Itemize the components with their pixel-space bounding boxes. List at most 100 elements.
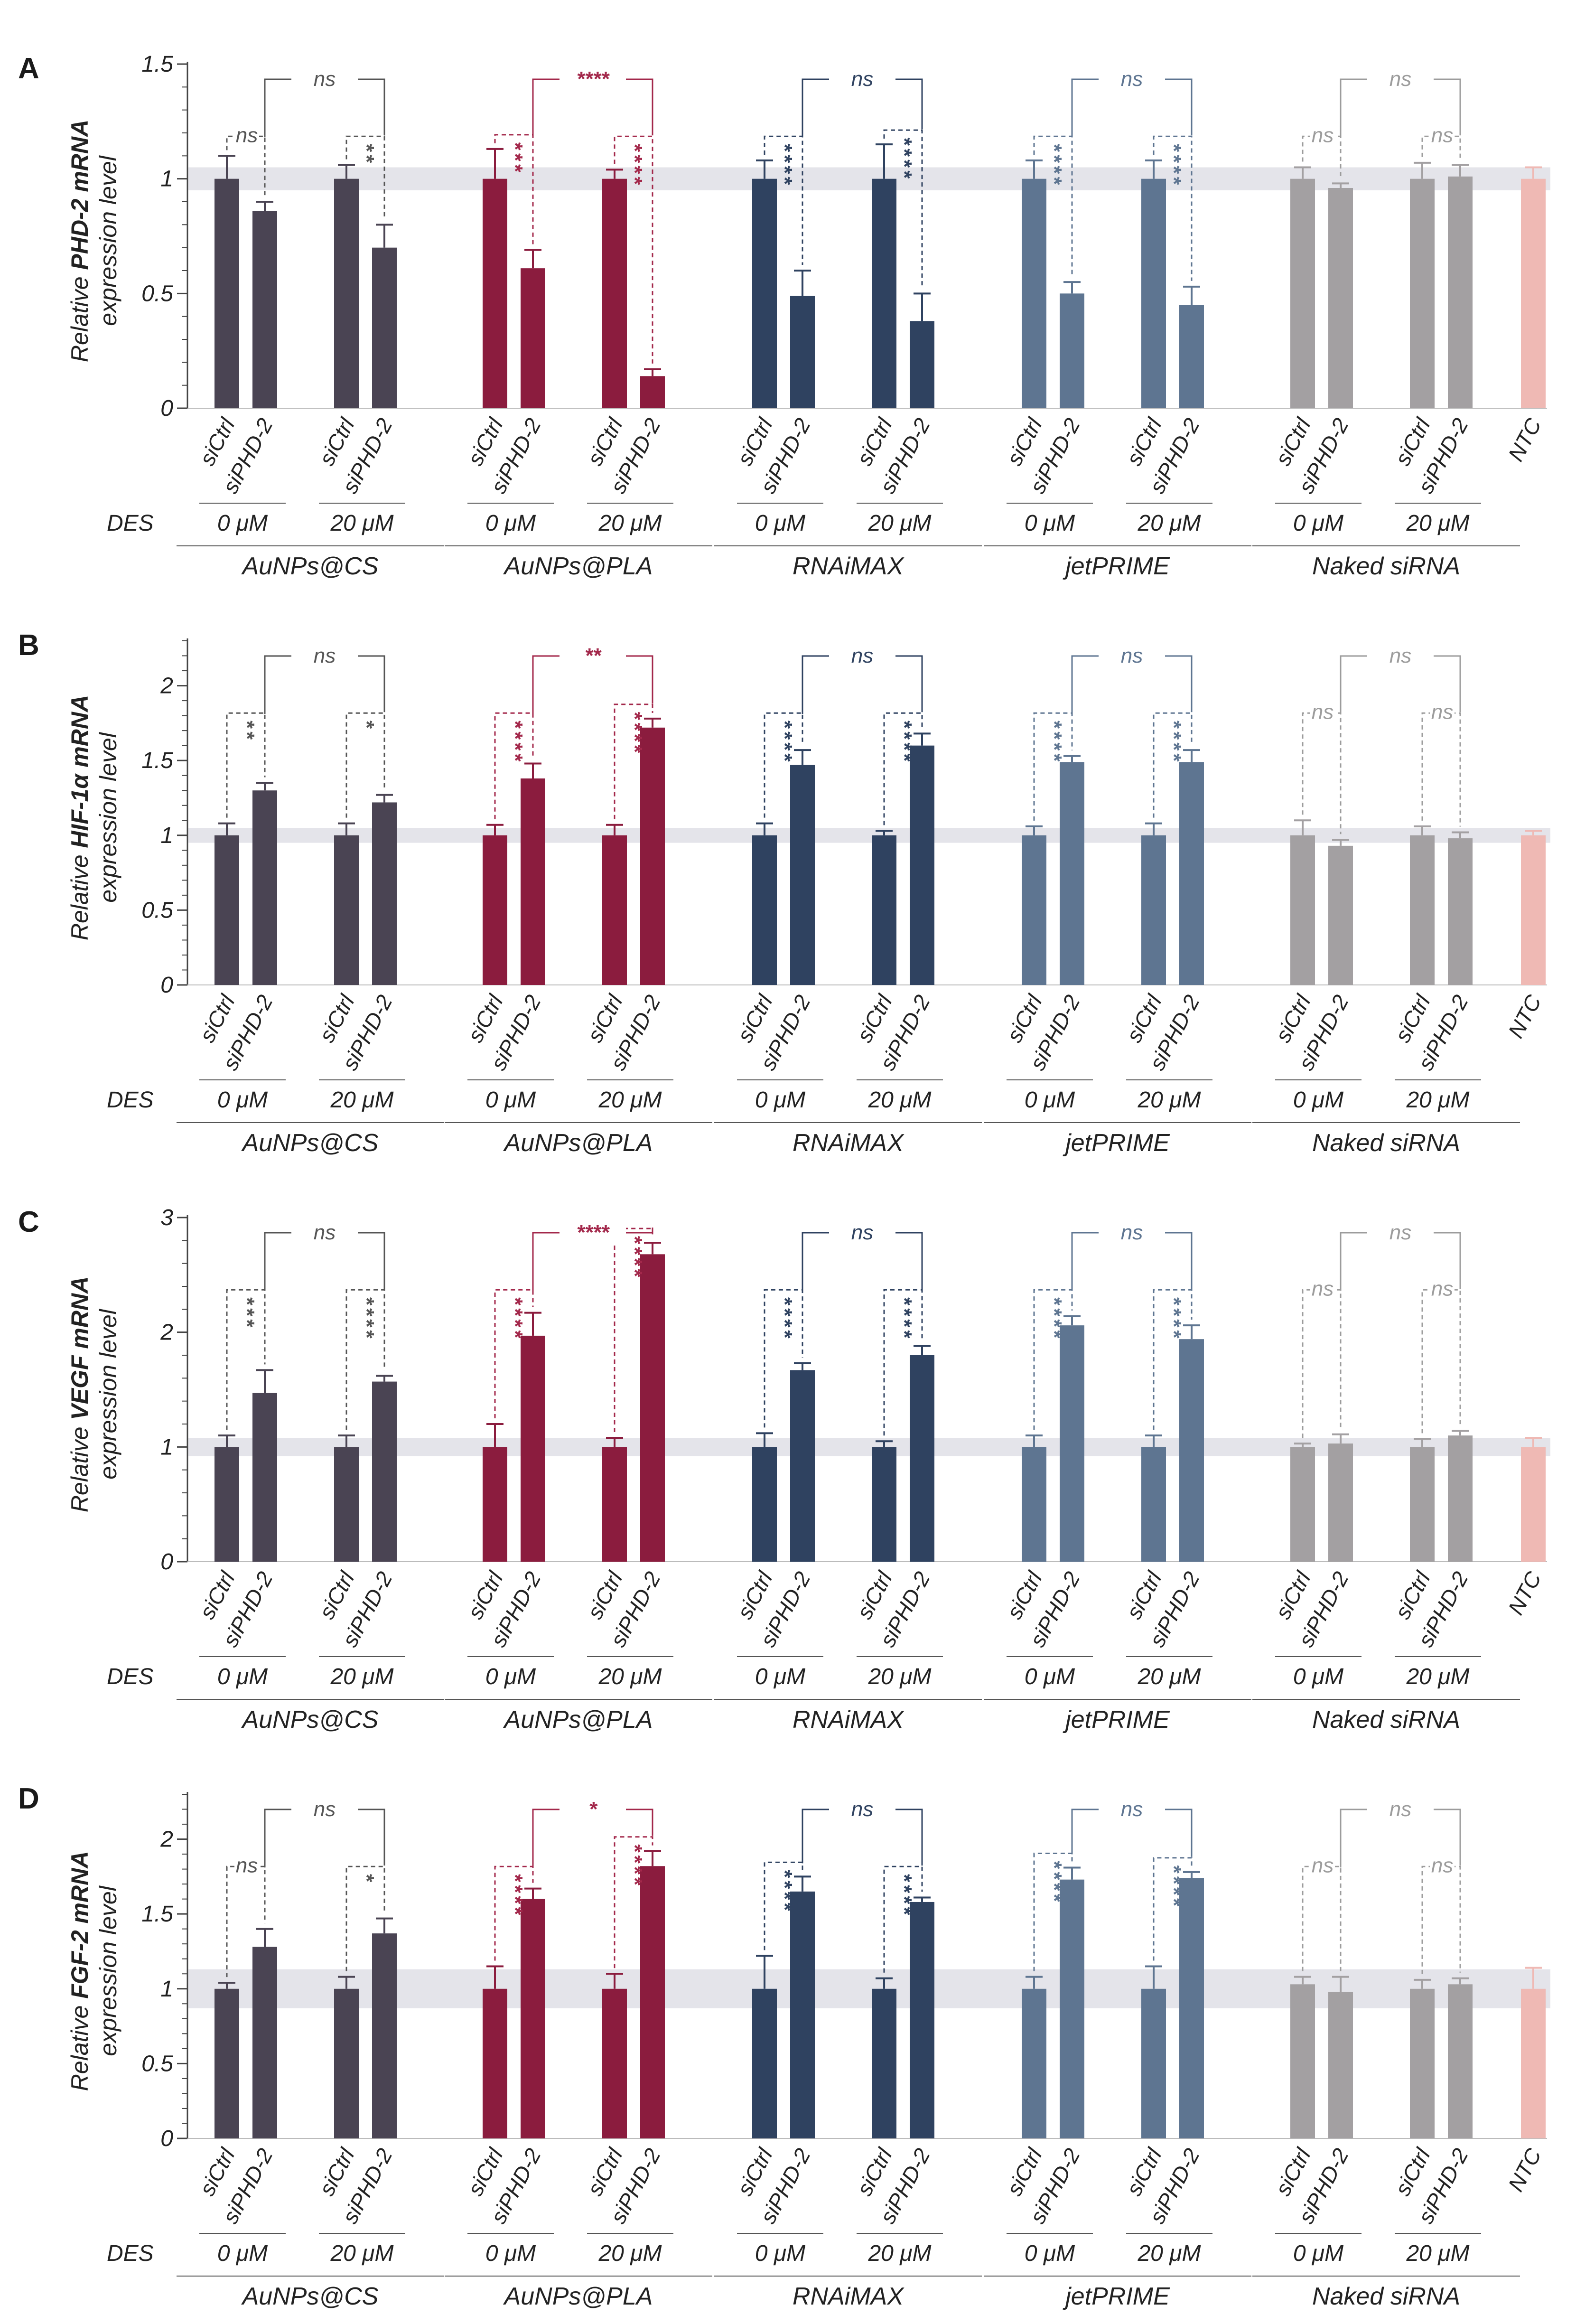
des20-bracket xyxy=(1421,1289,1461,1434)
group-label: AuNPs@CS xyxy=(241,1129,379,1157)
group-label: Naked siRNA xyxy=(1312,553,1460,580)
bar-ntc xyxy=(1521,178,1546,408)
des20-bracket xyxy=(883,1289,923,1436)
bar-rnaimax-3 xyxy=(910,1902,934,2138)
bar-naked-sirna-3 xyxy=(1448,1435,1473,1562)
des-concentration-label: 0 μM xyxy=(755,2241,805,2266)
significance-label: ** xyxy=(355,143,378,165)
sig-label-bg xyxy=(291,68,358,89)
sig-label-bg xyxy=(234,125,259,146)
bar-ntc xyxy=(1521,835,1546,985)
group-label: AuNPs@CS xyxy=(241,553,379,580)
bar-rnaimax-0 xyxy=(752,1988,777,2138)
significance-label: * xyxy=(355,720,378,731)
cross-significance-label: ns xyxy=(851,1798,873,1821)
group-label: RNAiMAX xyxy=(793,1129,905,1157)
bar-aunps-cs-0 xyxy=(214,835,239,985)
group-label: Naked siRNA xyxy=(1312,1706,1460,1734)
significance-label: **** xyxy=(623,1235,646,1279)
bar-aunps-cs-2 xyxy=(334,178,359,408)
significance-label: **** xyxy=(504,720,527,764)
des-concentration-label: 0 μM xyxy=(755,511,805,536)
des-concentration-label: 0 μM xyxy=(485,1664,536,1689)
y-tick-label: 0.5 xyxy=(141,898,173,923)
significance-label: **** xyxy=(893,137,916,181)
des0-bracket xyxy=(1033,1852,1073,1971)
bar-rnaimax-0 xyxy=(752,835,777,985)
cross-significance-label: ns xyxy=(1389,1221,1411,1244)
y-tick-label: 1.5 xyxy=(141,1902,173,1927)
bar-jetprime-2 xyxy=(1141,1447,1166,1562)
y-axis-title-line2: expression level xyxy=(95,1308,121,1479)
cross-significance-label: ns xyxy=(1121,1221,1143,1244)
des20-bracket xyxy=(614,135,653,364)
sig-label-bg xyxy=(1099,645,1165,665)
significance-label: **** xyxy=(1043,1296,1066,1340)
des-label: DES xyxy=(107,1087,154,1113)
sig-label-bg xyxy=(1430,1278,1455,1300)
des-concentration-label: 0 μM xyxy=(1293,1664,1343,1689)
sig-label-bg xyxy=(1367,645,1434,665)
des-concentration-label: 20 μM xyxy=(867,2241,931,2266)
des-concentration-label: 20 μM xyxy=(598,2241,662,2266)
des-label: DES xyxy=(107,511,154,536)
bar-aunps-cs-3 xyxy=(372,802,397,985)
y-axis-title-line2: expression level xyxy=(95,1885,121,2056)
y-tick-label: 2 xyxy=(160,1320,173,1345)
group-label: Naked siRNA xyxy=(1312,2283,1460,2310)
group-label: RNAiMAX xyxy=(793,1706,905,1734)
des0-bracket xyxy=(494,712,534,819)
significance-label: * xyxy=(355,1873,378,1884)
sig-label-bg xyxy=(829,645,895,665)
sig-label-bg xyxy=(560,1798,626,1819)
bar-aunps-cs-1 xyxy=(252,1947,277,2138)
des-concentration-label: 20 μM xyxy=(598,1664,662,1689)
des-concentration-label: 0 μM xyxy=(755,1087,805,1113)
y-axis-title-word: Relative xyxy=(66,1420,93,1513)
cross-significance-label: ns xyxy=(314,1221,336,1244)
significance-label: ns xyxy=(1312,700,1334,723)
y-tick-label: 1.5 xyxy=(141,52,173,77)
cross-significance-label: * xyxy=(588,1798,597,1821)
bar-naked-sirna-2 xyxy=(1410,1447,1435,1562)
panel-A: A Relative PHD-2 mRNA expression level 0 0.5… xyxy=(18,52,1550,580)
group-label: Naked siRNA xyxy=(1312,1129,1460,1157)
group-label: RNAiMAX xyxy=(793,2283,905,2310)
cross-significance-label: **** xyxy=(577,67,610,91)
x-category-label-ntc: NTC xyxy=(1503,1567,1547,1619)
sig-label-bg xyxy=(1099,68,1165,89)
bar-aunps-pla-1 xyxy=(521,1335,545,1562)
bar-rnaimax-2 xyxy=(872,1447,896,1562)
des20-bracket xyxy=(1153,1857,1193,1961)
y-tick-label: 0 xyxy=(160,1549,173,1574)
y-axis-title: Relative HIF-1α mRNA xyxy=(66,695,93,940)
reference-band xyxy=(188,828,1550,843)
significance-label: **** xyxy=(623,711,646,755)
des0-bracket xyxy=(1302,135,1342,178)
significance-label: **** xyxy=(1043,143,1066,187)
bar-aunps-pla-3 xyxy=(640,1866,665,2138)
des-concentration-label: 0 μM xyxy=(1293,1087,1343,1113)
cross-significance-label: ns xyxy=(314,67,336,91)
bar-rnaimax-1 xyxy=(790,765,815,985)
significance-label: **** xyxy=(773,1869,796,1913)
des-concentration-label: 20 μM xyxy=(330,2241,393,2266)
significance-label: **** xyxy=(1162,720,1185,764)
bar-aunps-pla-2 xyxy=(602,1447,627,1562)
y-axis-title-gene: PHD-2 mRNA xyxy=(66,120,93,270)
bar-jetprime-2 xyxy=(1141,178,1166,408)
des-concentration-label: 0 μM xyxy=(217,511,268,536)
des0-bracket xyxy=(764,712,803,818)
des-concentration-label: 0 μM xyxy=(755,1664,805,1689)
bar-ntc xyxy=(1521,1447,1546,1562)
des-concentration-label: 0 μM xyxy=(217,1664,268,1689)
cross-significance-label: **** xyxy=(577,1221,610,1244)
significance-label: **** xyxy=(1162,1296,1185,1340)
bar-naked-sirna-1 xyxy=(1328,188,1353,408)
des-concentration-label: 0 μM xyxy=(485,511,536,536)
des20-bracket xyxy=(1153,135,1193,281)
bar-aunps-pla-1 xyxy=(521,1899,545,2138)
significance-label: ns xyxy=(236,1854,258,1877)
des-concentration-label: 20 μM xyxy=(1137,2241,1201,2266)
des-concentration-label: 20 μM xyxy=(1406,2241,1469,2266)
